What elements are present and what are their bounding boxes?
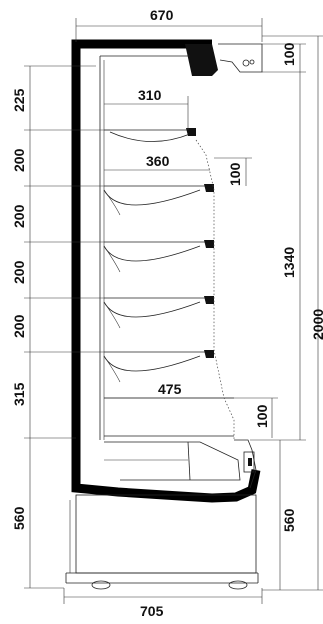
dim-shelf-mid-depth: 360 [146,153,170,169]
dim-top-ext: 100 [281,42,297,66]
wheel-icon [91,580,111,590]
canopy-light [218,43,263,73]
base-unit [65,494,259,590]
dim-shelf-bottom-depth: 475 [158,381,182,397]
dim-mid-ext: 100 [227,162,243,186]
air-curtain-line [195,139,235,440]
dim-base-left: 560 [11,506,27,530]
wheel-icon [228,580,248,590]
dim-section-top: 225 [11,88,27,112]
dim-shelf-gap-3: 200 [11,260,27,284]
dim-shelf-gap-2: 200 [11,204,27,228]
dim-bottom-width: 705 [140,603,164,619]
dim-section-bottom: 315 [11,382,27,406]
dim-inner-height: 1340 [281,247,297,278]
dim-base-right: 560 [281,508,297,532]
dim-bottom-ext: 100 [254,404,270,428]
shelf-bracket [186,128,196,136]
dim-shelf-gap-1: 200 [11,148,27,172]
light-fixture-icon [242,59,250,67]
canopy [185,44,218,76]
cabinet-outer-wall [71,39,261,503]
dim-shelf-gap-4: 200 [11,314,27,338]
dim-top-width: 670 [150,7,174,23]
dim-shelf-top-depth: 310 [138,87,162,103]
dim-total-height: 2000 [310,309,323,340]
